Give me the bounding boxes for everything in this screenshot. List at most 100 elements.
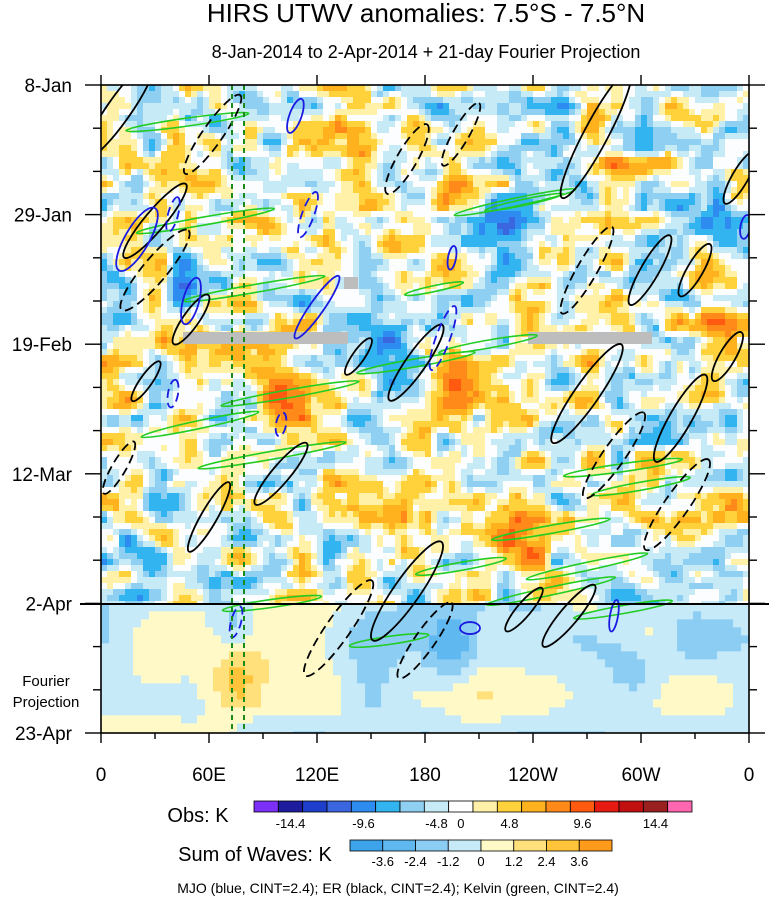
colorbar-swatch: [545, 800, 571, 813]
mjo-contour: [286, 97, 305, 134]
kelvin-contour: [125, 111, 250, 133]
er-contour: [387, 323, 445, 402]
er-contour: [130, 360, 162, 403]
y-tick-label: 29-Jan: [14, 206, 72, 227]
er-contour: [550, 343, 624, 445]
x-tick-label: 120E: [295, 765, 339, 786]
x-tick-label: 0: [96, 765, 107, 786]
er-contour: [559, 225, 615, 315]
y-tick-label: 8-Jan: [24, 76, 72, 97]
colorbar-swatch: [472, 800, 498, 813]
colorbar-swatch: [480, 839, 515, 852]
kelvin-contour: [135, 207, 276, 235]
x-tick-label: 120W: [508, 765, 558, 786]
y-axis: 8-Jan 29-Jan 19-Feb 12-Mar 2-Apr 23-Apr: [12, 76, 765, 745]
waves-colorbar-label: Sum of Waves: K: [178, 844, 332, 866]
plot-area: [101, 85, 749, 733]
colorbar-swatch: [253, 800, 279, 813]
chart-subtitle: 8-Jan-2014 to 2-Apr-2014 + 21-day Fourie…: [212, 42, 641, 62]
x-tick-label: 60E: [192, 765, 226, 786]
kelvin-contour: [220, 379, 360, 408]
er-contour: [559, 85, 633, 200]
colorbar-swatch: [578, 839, 613, 852]
er-contour: [722, 150, 749, 205]
er-contour: [677, 242, 713, 298]
er-contour: [253, 441, 309, 506]
x-tick-label: 0: [744, 765, 755, 786]
waves-colorbar-tick-label: 0: [477, 854, 484, 869]
kelvin-contour: [140, 410, 260, 439]
er-contour: [643, 458, 711, 552]
kelvin-contour: [590, 475, 692, 497]
colorbar-swatch: [375, 800, 401, 813]
er-contour: [504, 586, 544, 633]
er-contour: [182, 93, 243, 176]
kelvin-contour: [525, 552, 649, 581]
er-contour: [440, 102, 482, 167]
kelvin-contour: [437, 333, 539, 355]
obs-colorbar-tick-label: -14.4: [276, 816, 306, 831]
er-contour: [710, 331, 744, 383]
x-axis: 0 60E 120E 180 120W 60W 0: [96, 75, 755, 786]
obs-colorbar-tick-label: 9.6: [573, 816, 591, 831]
y-tick-label: 19-Feb: [12, 335, 72, 356]
kelvin-contour: [491, 517, 611, 542]
er-contour: [101, 85, 156, 161]
mjo-contour: [459, 621, 481, 635]
colorbar-swatch: [382, 839, 416, 852]
colorbar-swatch: [546, 839, 580, 852]
colorbar-swatch: [496, 800, 523, 813]
contour-legend: MJO (blue, CINT=2.4); ER (black, CINT=2.…: [177, 880, 619, 896]
colorbar-swatch: [423, 800, 450, 813]
obs-colorbar: -14.4 -9.6 -4.8 0 4.8 9.6 14.4: [253, 800, 693, 831]
er-contour: [627, 234, 673, 306]
colorbar-swatch: [667, 800, 693, 813]
mjo-contour: [180, 276, 202, 326]
waves-colorbar-tick-label: 2.4: [537, 854, 555, 869]
mjo-contour: [293, 274, 341, 340]
colorbar-swatch: [350, 800, 377, 813]
projection-anomaly-field: [101, 603, 749, 733]
kelvin-contour: [572, 599, 674, 620]
er-contour: [652, 373, 709, 463]
er-contour: [119, 228, 191, 312]
waves-colorbar-tick-label: 3.6: [570, 854, 588, 869]
obs-colorbar-tick-label: 14.4: [643, 816, 668, 831]
colorbar-swatch: [415, 839, 449, 852]
obs-colorbar-tick-label: -9.6: [352, 816, 374, 831]
missing-data-bar: [528, 332, 652, 344]
mjo-contour: [446, 245, 458, 271]
colorbar-swatch: [448, 800, 474, 813]
colorbar-swatch: [399, 800, 425, 813]
kelvin-contour: [484, 192, 564, 212]
er-contour: [343, 337, 373, 376]
er-wave-contours: [101, 85, 749, 680]
kelvin-contour: [356, 350, 476, 375]
colorbar-swatch: [513, 839, 547, 852]
chart-title: HIRS UTWV anomalies: 7.5°S - 7.5°N: [207, 0, 645, 28]
kelvin-contour: [403, 280, 465, 297]
colorbar-swatch: [594, 800, 620, 813]
missing-data-bar: [183, 332, 348, 344]
projection-label: Fourier Projection: [13, 673, 80, 711]
er-contour: [384, 123, 430, 195]
obs-colorbar-tick-label: 0: [457, 816, 464, 831]
mjo-contour: [166, 378, 180, 409]
waves-colorbar: -3.6 -2.4 -1.2 0 1.2 2.4 3.6: [349, 839, 613, 869]
mjo-contour: [297, 191, 319, 239]
obs-anomaly-field: [101, 85, 749, 608]
kelvin-contour: [221, 594, 323, 613]
mjo-contour: [165, 196, 181, 233]
colorbar-swatch: [349, 839, 384, 852]
er-contour: [370, 540, 444, 642]
er-contour: [581, 411, 647, 500]
waves-colorbar-tick-label: -1.2: [437, 854, 459, 869]
mjo-wave-contours: [115, 97, 749, 639]
y-tick-label: 12-Mar: [12, 465, 73, 486]
colorbar-swatch: [521, 800, 547, 813]
obs-colorbar-tick-label: -4.8: [425, 816, 447, 831]
colorbar-swatch: [642, 800, 669, 813]
er-contour: [541, 583, 597, 648]
obs-colorbar-tick-label: 4.8: [500, 816, 518, 831]
